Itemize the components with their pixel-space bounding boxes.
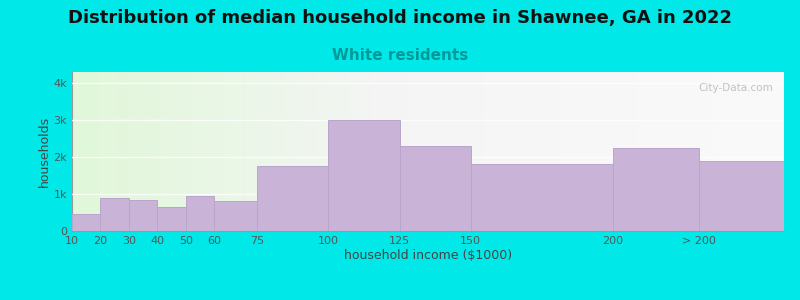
Bar: [698, 161, 784, 231]
Text: Distribution of median household income in Shawnee, GA in 2022: Distribution of median household income …: [68, 9, 732, 27]
Text: City-Data.com: City-Data.com: [698, 83, 774, 93]
Bar: [72, 214, 101, 231]
Bar: [328, 120, 399, 231]
Bar: [186, 196, 214, 231]
Bar: [399, 146, 470, 231]
Bar: [214, 201, 257, 231]
Bar: [257, 166, 328, 231]
Text: White residents: White residents: [332, 48, 468, 63]
Bar: [101, 198, 129, 231]
Bar: [129, 200, 158, 231]
Bar: [158, 207, 186, 231]
Y-axis label: households: households: [38, 116, 50, 187]
X-axis label: household income ($1000): household income ($1000): [344, 249, 512, 262]
Bar: [470, 164, 613, 231]
Bar: [613, 148, 698, 231]
